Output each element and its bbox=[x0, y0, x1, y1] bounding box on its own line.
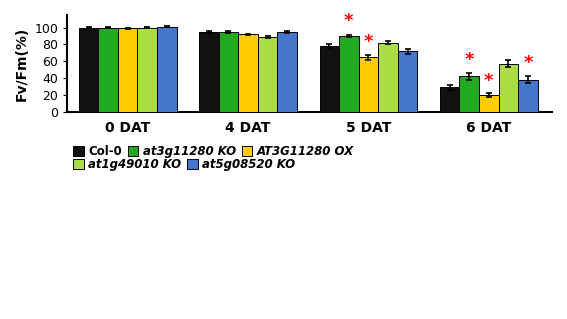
Text: *: * bbox=[484, 72, 493, 90]
Bar bbox=[498, 64, 518, 112]
Bar bbox=[199, 32, 219, 112]
Bar bbox=[459, 77, 479, 112]
Bar bbox=[79, 28, 98, 112]
Legend: at1g49010 KO, at5g08520 KO: at1g49010 KO, at5g08520 KO bbox=[73, 158, 295, 171]
Text: *: * bbox=[464, 51, 474, 69]
Bar bbox=[440, 87, 459, 112]
Bar bbox=[238, 34, 258, 112]
Bar bbox=[98, 28, 118, 112]
Text: *: * bbox=[523, 54, 532, 72]
Bar bbox=[359, 57, 378, 112]
Bar bbox=[339, 36, 359, 112]
Bar bbox=[157, 27, 176, 112]
Bar bbox=[320, 46, 339, 112]
Y-axis label: Fv/Fm(%): Fv/Fm(%) bbox=[15, 26, 29, 100]
Bar bbox=[277, 32, 297, 112]
Bar bbox=[118, 28, 137, 112]
Bar bbox=[378, 43, 398, 112]
Bar bbox=[398, 51, 417, 112]
Text: *: * bbox=[363, 33, 373, 51]
Bar bbox=[258, 37, 277, 112]
Bar bbox=[479, 95, 498, 112]
Bar bbox=[219, 32, 238, 112]
Bar bbox=[518, 80, 538, 112]
Text: *: * bbox=[344, 12, 354, 30]
Bar bbox=[137, 28, 157, 112]
